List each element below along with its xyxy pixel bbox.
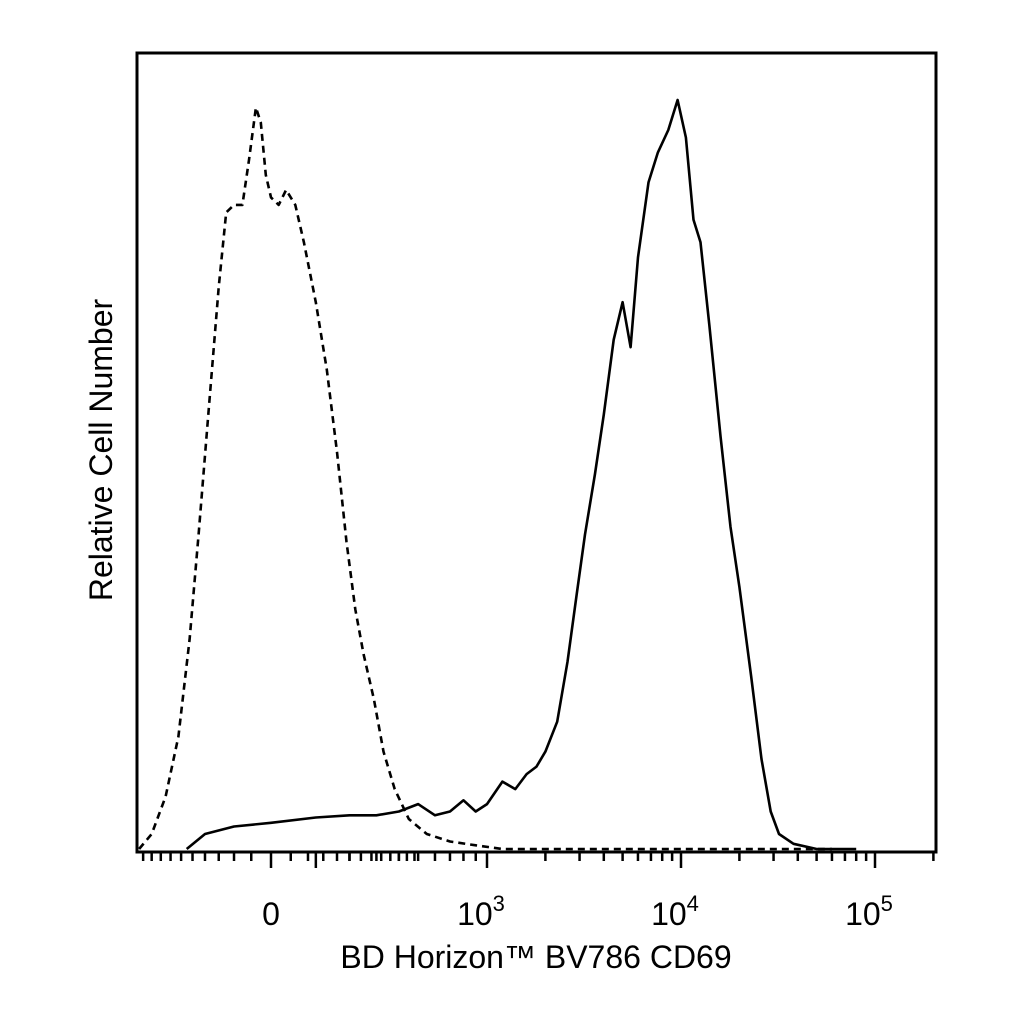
histogram-curves (138, 98, 857, 851)
x-tick-label-base: 10 (457, 896, 493, 932)
x-tick-label-base: 10 (651, 896, 687, 932)
x-tick-label: 0 (262, 896, 280, 932)
x-tick-label-base: 0 (262, 896, 280, 932)
plot-frame (135, 51, 938, 854)
x-tick-label: 103 (457, 891, 505, 932)
x-axis-tick-labels: 0 103 104 105 (262, 891, 893, 932)
x-axis-label: BD Horizon™ BV786 CD69 (340, 939, 731, 975)
x-axis-ticks (137, 850, 936, 868)
x-tick-label: 105 (845, 891, 893, 932)
x-tick-label-exponent: 5 (881, 891, 893, 916)
x-tick-label-exponent: 4 (687, 891, 699, 916)
y-axis-label: Relative Cell Number (83, 298, 119, 601)
x-tick-label-exponent: 3 (493, 891, 505, 916)
x-tick-label: 104 (651, 891, 699, 932)
unstained-control-curve (138, 106, 832, 851)
stained-sample-curve (185, 98, 857, 851)
x-tick-label-base: 10 (845, 896, 881, 932)
